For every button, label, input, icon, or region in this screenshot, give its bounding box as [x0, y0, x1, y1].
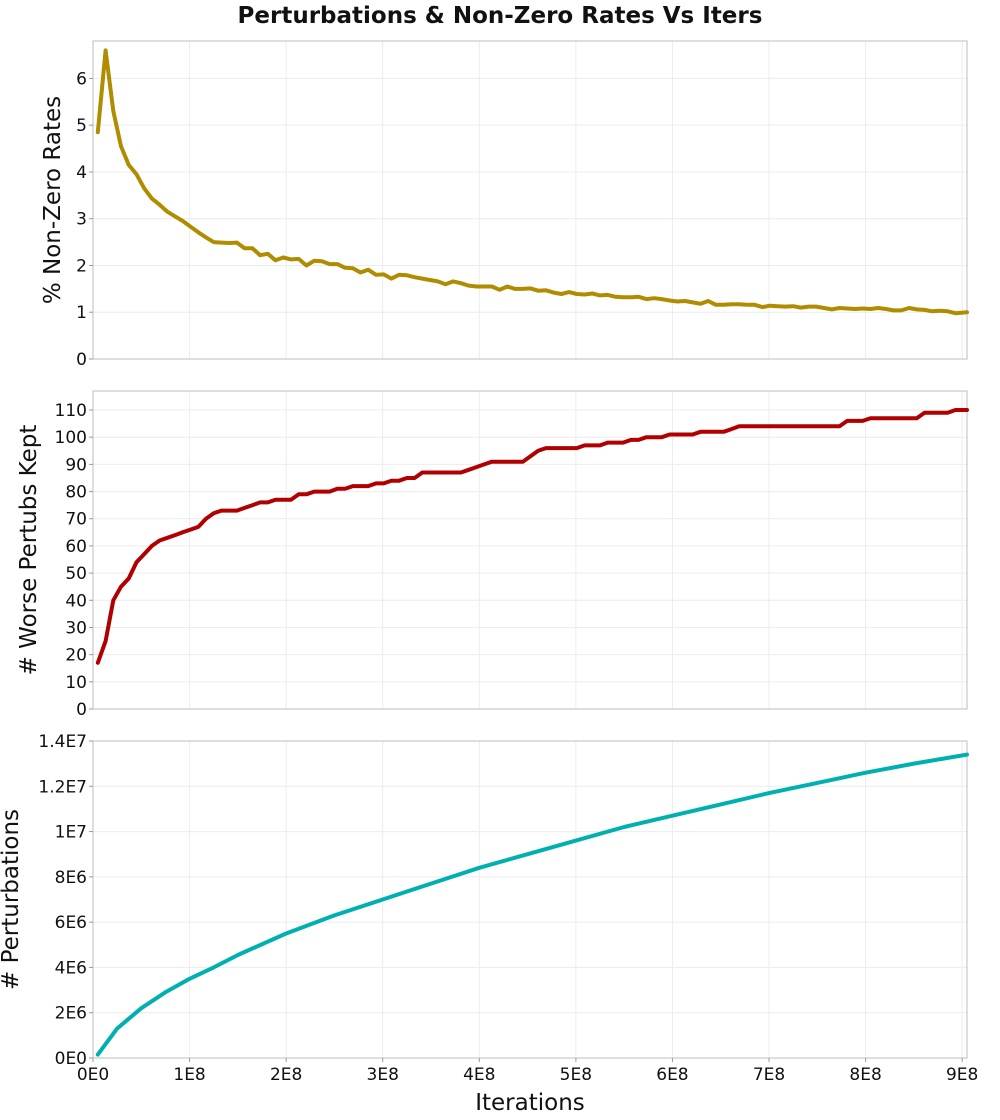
x-tick-label: 5E8 — [560, 1065, 592, 1085]
y-tick-label: 60 — [65, 537, 87, 557]
x-tick-label: 9E8 — [946, 1065, 978, 1085]
y-tick-label: 0E0 — [55, 1049, 87, 1069]
y-tick-label: 6 — [76, 69, 87, 89]
x-tick-label: 7E8 — [753, 1065, 785, 1085]
y-axis-label: # Worse Pertubs Kept — [16, 425, 42, 676]
y-tick-label: 0 — [76, 700, 87, 720]
series-line — [95, 48, 969, 316]
y-tick-label: 20 — [65, 646, 87, 666]
y-tick-label: 1.4E7 — [38, 732, 87, 752]
y-axis-label: # Perturbations — [0, 809, 24, 990]
y-tick-label: 3 — [76, 210, 87, 230]
x-tick-label: 4E8 — [463, 1065, 495, 1085]
panel-perturbations: 0E0 2E6 4E6 6E6 8E6 1E7 1.2E7 1.4E7 0E0 1E8 2E8 3E8… — [0, 732, 978, 1085]
x-tick-label: 8E8 — [849, 1065, 881, 1085]
panel-worse-pertubs-kept: 0 10 20 30 40 50 60 70 80 90 100 110 # Worse Pertubs… — [16, 390, 969, 720]
y-tick-label: 80 — [65, 483, 87, 503]
y-tick-label: 10 — [65, 673, 87, 693]
y-tick-label: 2 — [76, 256, 87, 276]
y-tick-label: 50 — [65, 564, 87, 584]
y-tick-label: 1 — [76, 303, 87, 323]
panel-non-zero-rates: 0 1 2 3 4 5 6 % Non-Zero Rates — [40, 40, 969, 370]
y-tick-label: 40 — [65, 591, 87, 611]
x-tick-label: 0E0 — [77, 1065, 109, 1085]
y-tick-label: 100 — [55, 428, 87, 448]
plot-frame — [92, 390, 968, 710]
figure-title: Perturbations & Non-Zero Rates Vs Iters — [238, 3, 763, 29]
y-tick-label: 5 — [76, 116, 87, 136]
plot-frame — [92, 740, 968, 1059]
y-tick-label: 6E6 — [55, 913, 87, 933]
series-line — [95, 752, 969, 1057]
y-axis-label: % Non-Zero Rates — [40, 96, 66, 304]
y-tick-label: 1.2E7 — [38, 777, 87, 797]
y-tick-label: 2E6 — [55, 1004, 87, 1024]
x-tick-label: 3E8 — [367, 1065, 399, 1085]
y-tick-label: 8E6 — [55, 868, 87, 888]
y-tick-label: 0 — [76, 350, 87, 370]
series-line — [95, 408, 969, 665]
plot-frame — [92, 40, 968, 360]
y-tick-label: 4E6 — [55, 958, 87, 978]
x-tick-label: 1E8 — [173, 1065, 205, 1085]
x-tick-label: 2E8 — [270, 1065, 302, 1085]
x-tick-label: 6E8 — [656, 1065, 688, 1085]
y-tick-label: 30 — [65, 618, 87, 638]
y-tick-label: 1E7 — [55, 823, 87, 843]
x-axis-label: Iterations — [475, 1090, 585, 1116]
y-tick-label: 90 — [65, 455, 87, 475]
y-tick-label: 110 — [55, 401, 87, 421]
y-tick-label: 4 — [76, 163, 87, 183]
y-tick-label: 70 — [65, 510, 87, 530]
